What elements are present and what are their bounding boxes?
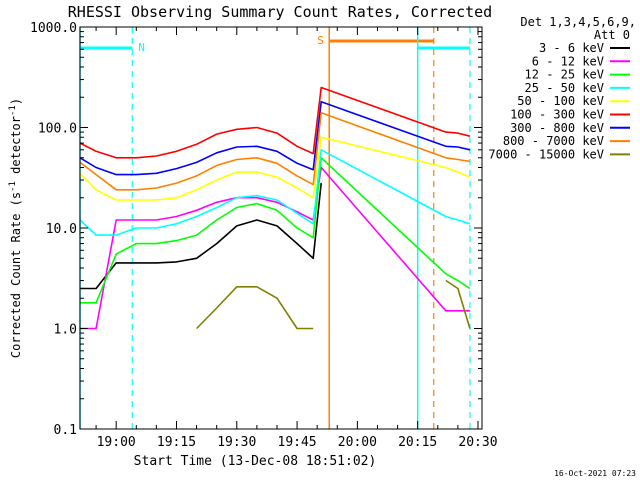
x-tick-label: 19:15 [157, 435, 196, 450]
x-tick-label: 20:00 [338, 435, 377, 450]
legend-label: 12 - 25 keV [525, 68, 604, 82]
x-tick-label: 19:30 [217, 435, 256, 450]
y-tick-label: 1000.0 [30, 21, 77, 36]
x-tick-label: 19:00 [97, 435, 136, 450]
series-line [80, 183, 322, 290]
series-line [79, 112, 471, 191]
series-line [80, 157, 471, 304]
night-label: N [138, 41, 145, 54]
series-line [79, 136, 471, 201]
legend-label: 3 - 6 keV [539, 41, 604, 55]
x-tick-label: 20:15 [398, 435, 437, 450]
series-line [79, 86, 471, 159]
x-tick-label: 19:45 [278, 435, 317, 450]
y-tick-label: 0.1 [54, 423, 77, 438]
generation-timestamp: 16-Oct-2021 07:23 [554, 469, 636, 478]
series-line [445, 279, 471, 329]
series-line [79, 101, 471, 176]
x-axis-label: Start Time (13-Dec-08 18:51:02) [134, 454, 377, 469]
x-axis: 19:00 19:15 19:30 19:45 20:00 20:15 20:30 [95, 27, 498, 450]
series-layer [79, 86, 471, 330]
x-tick-label: 20:30 [458, 435, 497, 450]
legend-label: 50 - 100 keV [517, 94, 604, 108]
legend-header-line1: Det 1,3,4,5,6,9, [520, 15, 636, 29]
y-tick-label: 10.0 [46, 222, 77, 237]
legend-header-line2: Att 0 [594, 28, 630, 42]
legend-label: 25 - 50 keV [525, 81, 604, 95]
y-tick-label: 1.0 [54, 323, 77, 338]
y-tick-label: 100.0 [38, 122, 77, 137]
y-axis: 0.1 1.0 10.0 100.0 1000.0 [30, 21, 482, 438]
series-line [196, 285, 314, 330]
legend-label: 7000 - 15000 keV [488, 147, 604, 161]
series-line [79, 149, 471, 236]
saa-label: S [317, 34, 324, 47]
y-axis-label: Corrected Count Rate (s-1 detector-1) [8, 98, 23, 358]
legend-label: 100 - 300 keV [510, 108, 604, 122]
chart-title: RHESSI Observing Summary Count Rates, Co… [68, 3, 492, 21]
legend-label: 800 - 7000 keV [503, 134, 604, 148]
legend-label: 6 - 12 keV [532, 54, 604, 68]
legend-label: 300 - 800 keV [510, 121, 604, 135]
